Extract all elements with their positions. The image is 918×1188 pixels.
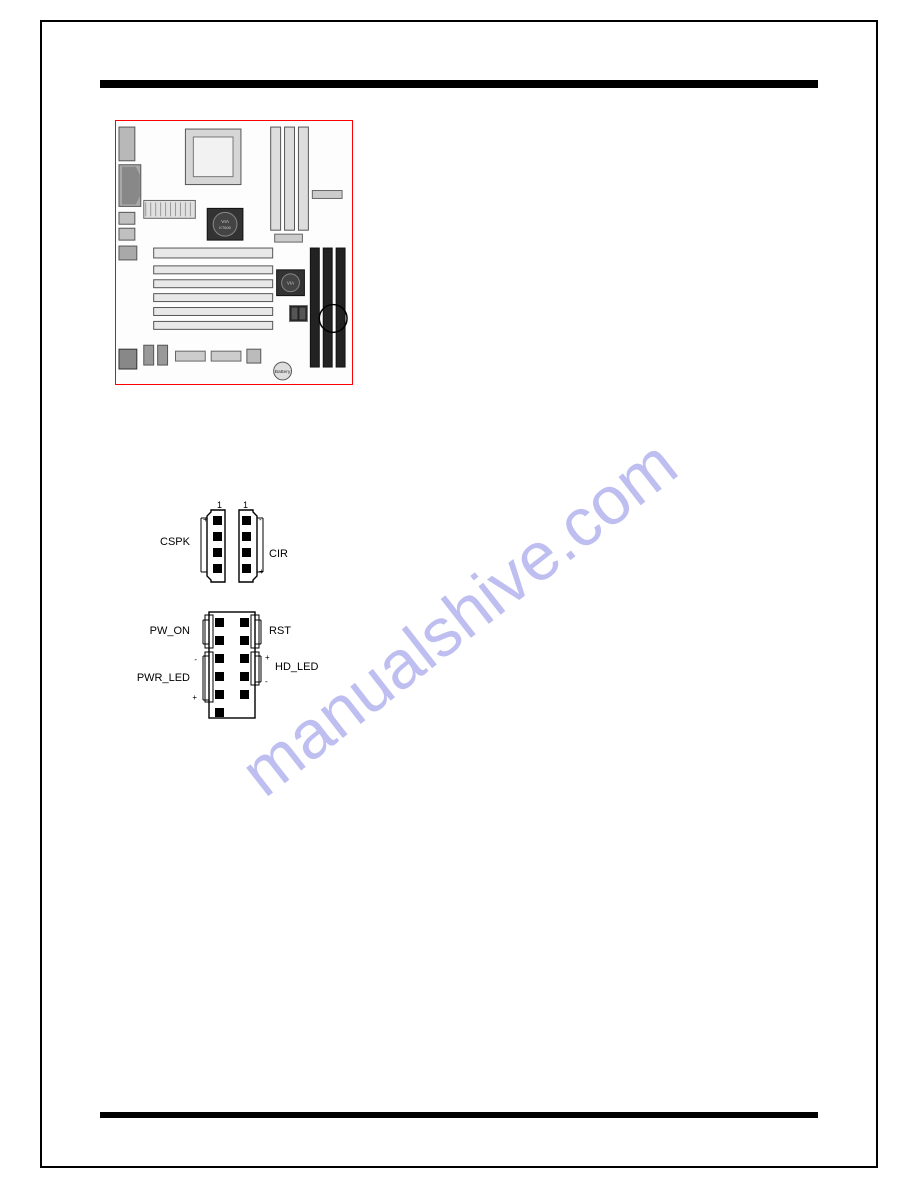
bottom-rule <box>100 1112 818 1118</box>
svg-text:Battery: Battery <box>275 369 291 375</box>
motherboard-diagram: VIA KT600 VIA Battery <box>115 120 353 385</box>
label-cir: CIR <box>269 548 288 560</box>
svg-text:1: 1 <box>243 500 248 510</box>
svg-text:+: + <box>265 653 270 662</box>
svg-text:VIA: VIA <box>287 281 294 286</box>
svg-text:KT600: KT600 <box>219 225 231 230</box>
svg-text:-: - <box>259 515 262 524</box>
pinheader-diagram: 1 1 + - - + <box>135 500 355 750</box>
top-rule <box>100 80 818 88</box>
label-cspk: CSPK <box>160 536 190 548</box>
svg-text:+: + <box>192 693 197 702</box>
label-hdled: HD_LED <box>275 661 318 673</box>
label-pwrled: PWR_LED <box>137 672 190 684</box>
label-pwon: PW_ON <box>150 625 190 637</box>
svg-text:-: - <box>265 677 268 686</box>
svg-text:-: - <box>194 655 197 664</box>
svg-text:+: + <box>203 515 208 524</box>
svg-text:1: 1 <box>217 500 222 510</box>
label-rst: RST <box>269 625 291 637</box>
